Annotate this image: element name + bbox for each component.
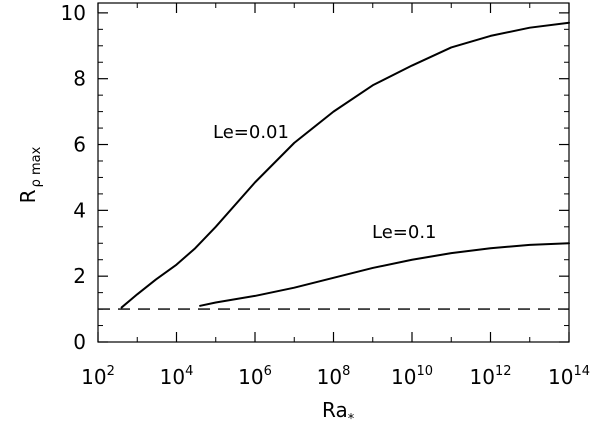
- series-line-1: [199, 242, 570, 307]
- x-tick-exponent: 6: [264, 364, 272, 379]
- x-tick-base: 10: [317, 365, 342, 389]
- series-line-0: [120, 21, 570, 309]
- y-tick-label: 4: [73, 198, 86, 222]
- series-group: [98, 21, 570, 310]
- y-axis-title-main: R: [16, 189, 40, 203]
- y-tick-label: 8: [73, 67, 86, 91]
- x-tick-exponent: 8: [342, 364, 350, 379]
- x-axis-title-sub: *: [348, 412, 355, 425]
- series-annotation-le-0-1: Le=0.1: [372, 222, 437, 243]
- y-axis-title-sub: ρ max: [29, 146, 44, 187]
- series-annotation-le-0-01: Le=0.01: [213, 122, 289, 143]
- y-tick-label: 2: [73, 264, 86, 288]
- x-tick-label: 106: [238, 364, 272, 389]
- y-tick-label: 10: [61, 1, 86, 25]
- x-axis-title: Ra*: [322, 398, 355, 425]
- y-tick-label: 6: [73, 133, 86, 157]
- x-tick-base: 10: [391, 365, 416, 389]
- y-axis-title: Rρ max: [16, 146, 44, 203]
- x-tick-label: 108: [317, 364, 351, 389]
- x-tick-exponent: 2: [107, 364, 115, 379]
- x-tick-base: 10: [548, 365, 573, 389]
- x-tick-label: 102: [81, 364, 115, 389]
- x-tick-base: 10: [81, 365, 106, 389]
- x-tick-exponent: 12: [495, 364, 512, 379]
- x-tick-label: 104: [160, 364, 194, 389]
- x-tick-label: 1010: [391, 364, 433, 389]
- plot-frame: [97, 2, 570, 343]
- y-tick-label: 0: [73, 330, 86, 354]
- x-tick-label: 1012: [470, 364, 512, 389]
- x-tick-exponent: 10: [416, 364, 433, 379]
- x-axis-title-main: Ra: [322, 398, 348, 422]
- x-tick-base: 10: [470, 365, 495, 389]
- x-tick-base: 10: [238, 365, 263, 389]
- x-tick-base: 10: [160, 365, 185, 389]
- x-tick-label: 1014: [548, 364, 590, 389]
- x-tick-exponent: 14: [573, 364, 590, 379]
- x-tick-exponent: 4: [185, 364, 193, 379]
- axis-ticks: [97, 3, 570, 343]
